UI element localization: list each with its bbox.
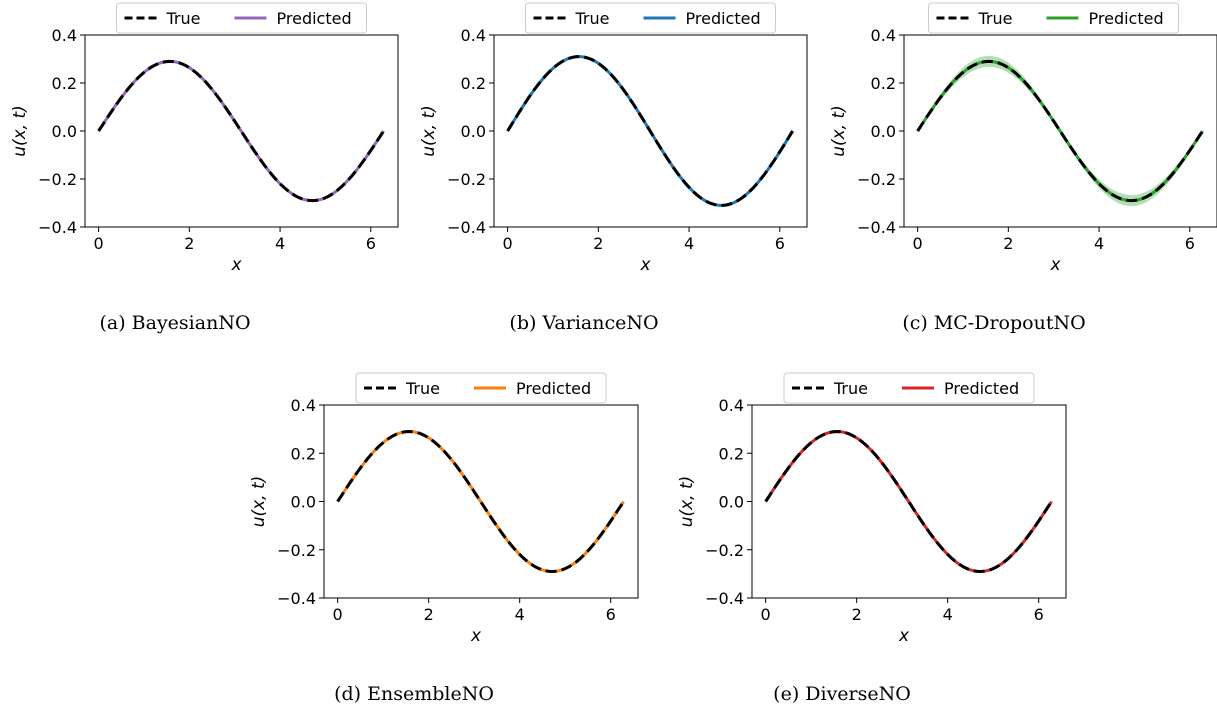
legend-true-label: True [405,379,440,398]
x-tick-label: 0 [333,605,343,624]
y-tick-label: −0.4 [857,218,896,237]
panel-caption: (b) VarianceNO [509,312,658,334]
x-tick-label: 2 [852,605,862,624]
y-axis-label: u(x, t) [677,476,697,528]
y-tick-label: 0.4 [871,26,896,45]
x-tick-label: 4 [943,605,953,624]
legend: True Predicted [783,372,1035,404]
legend: True Predicted [928,2,1179,34]
legend-true-label: True [978,9,1013,28]
x-tick-label: 4 [684,234,694,253]
series-predicted-line [97,59,385,203]
legend-predicted-label: Predicted [944,379,1019,398]
plot-area [97,59,385,203]
series-true-line [764,430,1053,573]
chart-panel-1: 0 2 4 6 −0.4 −0.2 0.0 0.2 0.4 x u(x, t) True Predict… [10,2,399,334]
series-true-line [506,55,794,207]
y-tick-label: −0.4 [447,218,486,237]
x-tick-label: 4 [1094,234,1104,253]
y-tick-label: −0.2 [447,170,486,189]
x-tick-label: 2 [593,234,603,253]
y-tick-label: 0.0 [291,493,316,512]
x-axis-label: x [470,626,482,646]
legend: True Predicted [116,2,367,34]
y-tick-label: 0.2 [461,74,486,93]
series-true-line [336,430,625,573]
x-tick-label: 2 [1003,234,1013,253]
legend-true-label: True [575,9,610,28]
y-tick-label: −0.4 [705,589,744,608]
y-tick-label: −0.2 [705,541,744,560]
x-tick-label: 4 [275,234,285,253]
chart-panel-2: 0 2 4 6 −0.4 −0.2 0.0 0.2 0.4 x u(x, t) True Predict… [419,2,808,334]
y-tick-label: 0.2 [719,444,744,463]
y-tick-label: 0.4 [291,396,316,415]
x-tick-label: 0 [503,234,513,253]
y-tick-label: −0.4 [38,218,77,237]
plot-area [764,430,1053,573]
x-tick-label: 2 [424,605,434,624]
legend-predicted-label: Predicted [1089,9,1164,28]
panel-caption: (a) BayesianNO [99,312,250,334]
plot-area [336,430,625,573]
x-tick-label: 4 [515,605,525,624]
y-tick-label: 0.2 [291,444,316,463]
x-axis-label: x [898,626,910,646]
panel-caption: (e) DiverseNO [773,683,911,705]
legend-true-label: True [833,379,868,398]
legend-true-label: True [166,9,201,28]
y-tick-label: 0.0 [871,122,896,141]
x-tick-label: 6 [775,234,785,253]
y-tick-label: 0.4 [461,26,486,45]
x-axis-label: x [639,255,651,275]
chart-panel-4: 0 2 4 6 −0.4 −0.2 0.0 0.2 0.4 x u(x, t) True Predict… [249,372,639,705]
panel-caption: (c) MC-DropoutNO [902,312,1085,334]
y-tick-label: 0.0 [461,122,486,141]
x-tick-label: 6 [366,234,376,253]
y-axis-label: u(x, t) [249,476,269,528]
y-axis-label: u(x, t) [419,105,439,157]
y-axis-label: u(x, t) [10,105,30,157]
x-tick-label: 6 [606,605,616,624]
y-tick-label: 0.2 [52,74,77,93]
y-tick-label: 0.2 [871,74,896,93]
plot-area [916,55,1204,207]
y-tick-label: −0.2 [277,541,316,560]
chart-panel-3: 0 2 4 6 −0.4 −0.2 0.0 0.2 0.4 x u(x, t) True Predict… [829,2,1217,334]
y-tick-label: −0.2 [38,170,77,189]
series-predicted-line [916,59,1204,203]
legend-predicted-label: Predicted [516,379,591,398]
y-tick-label: 0.0 [52,122,77,141]
panel-caption: (d) EnsembleNO [334,683,494,705]
legend-predicted-label: Predicted [277,9,352,28]
x-tick-label: 6 [1185,234,1195,253]
legend: True Predicted [525,2,776,34]
x-tick-label: 2 [184,234,194,253]
legend: True Predicted [355,372,607,404]
x-tick-label: 0 [761,605,771,624]
plot-area [506,55,794,207]
chart-panel-5: 0 2 4 6 −0.4 −0.2 0.0 0.2 0.4 x u(x, t) True Predict… [677,372,1067,705]
y-tick-label: 0.0 [719,493,744,512]
y-tick-label: −0.4 [277,589,316,608]
series-predicted-line [336,430,625,573]
legend-predicted-label: Predicted [686,9,761,28]
x-tick-label: 0 [913,234,923,253]
x-axis-label: x [1049,255,1061,275]
x-axis-label: x [230,255,242,275]
x-tick-label: 0 [94,234,104,253]
y-tick-label: 0.4 [719,396,744,415]
y-tick-label: −0.2 [857,170,896,189]
x-tick-label: 6 [1034,605,1044,624]
y-tick-label: 0.4 [52,26,77,45]
y-axis-label: u(x, t) [829,105,849,157]
series-predicted-line [764,430,1053,573]
